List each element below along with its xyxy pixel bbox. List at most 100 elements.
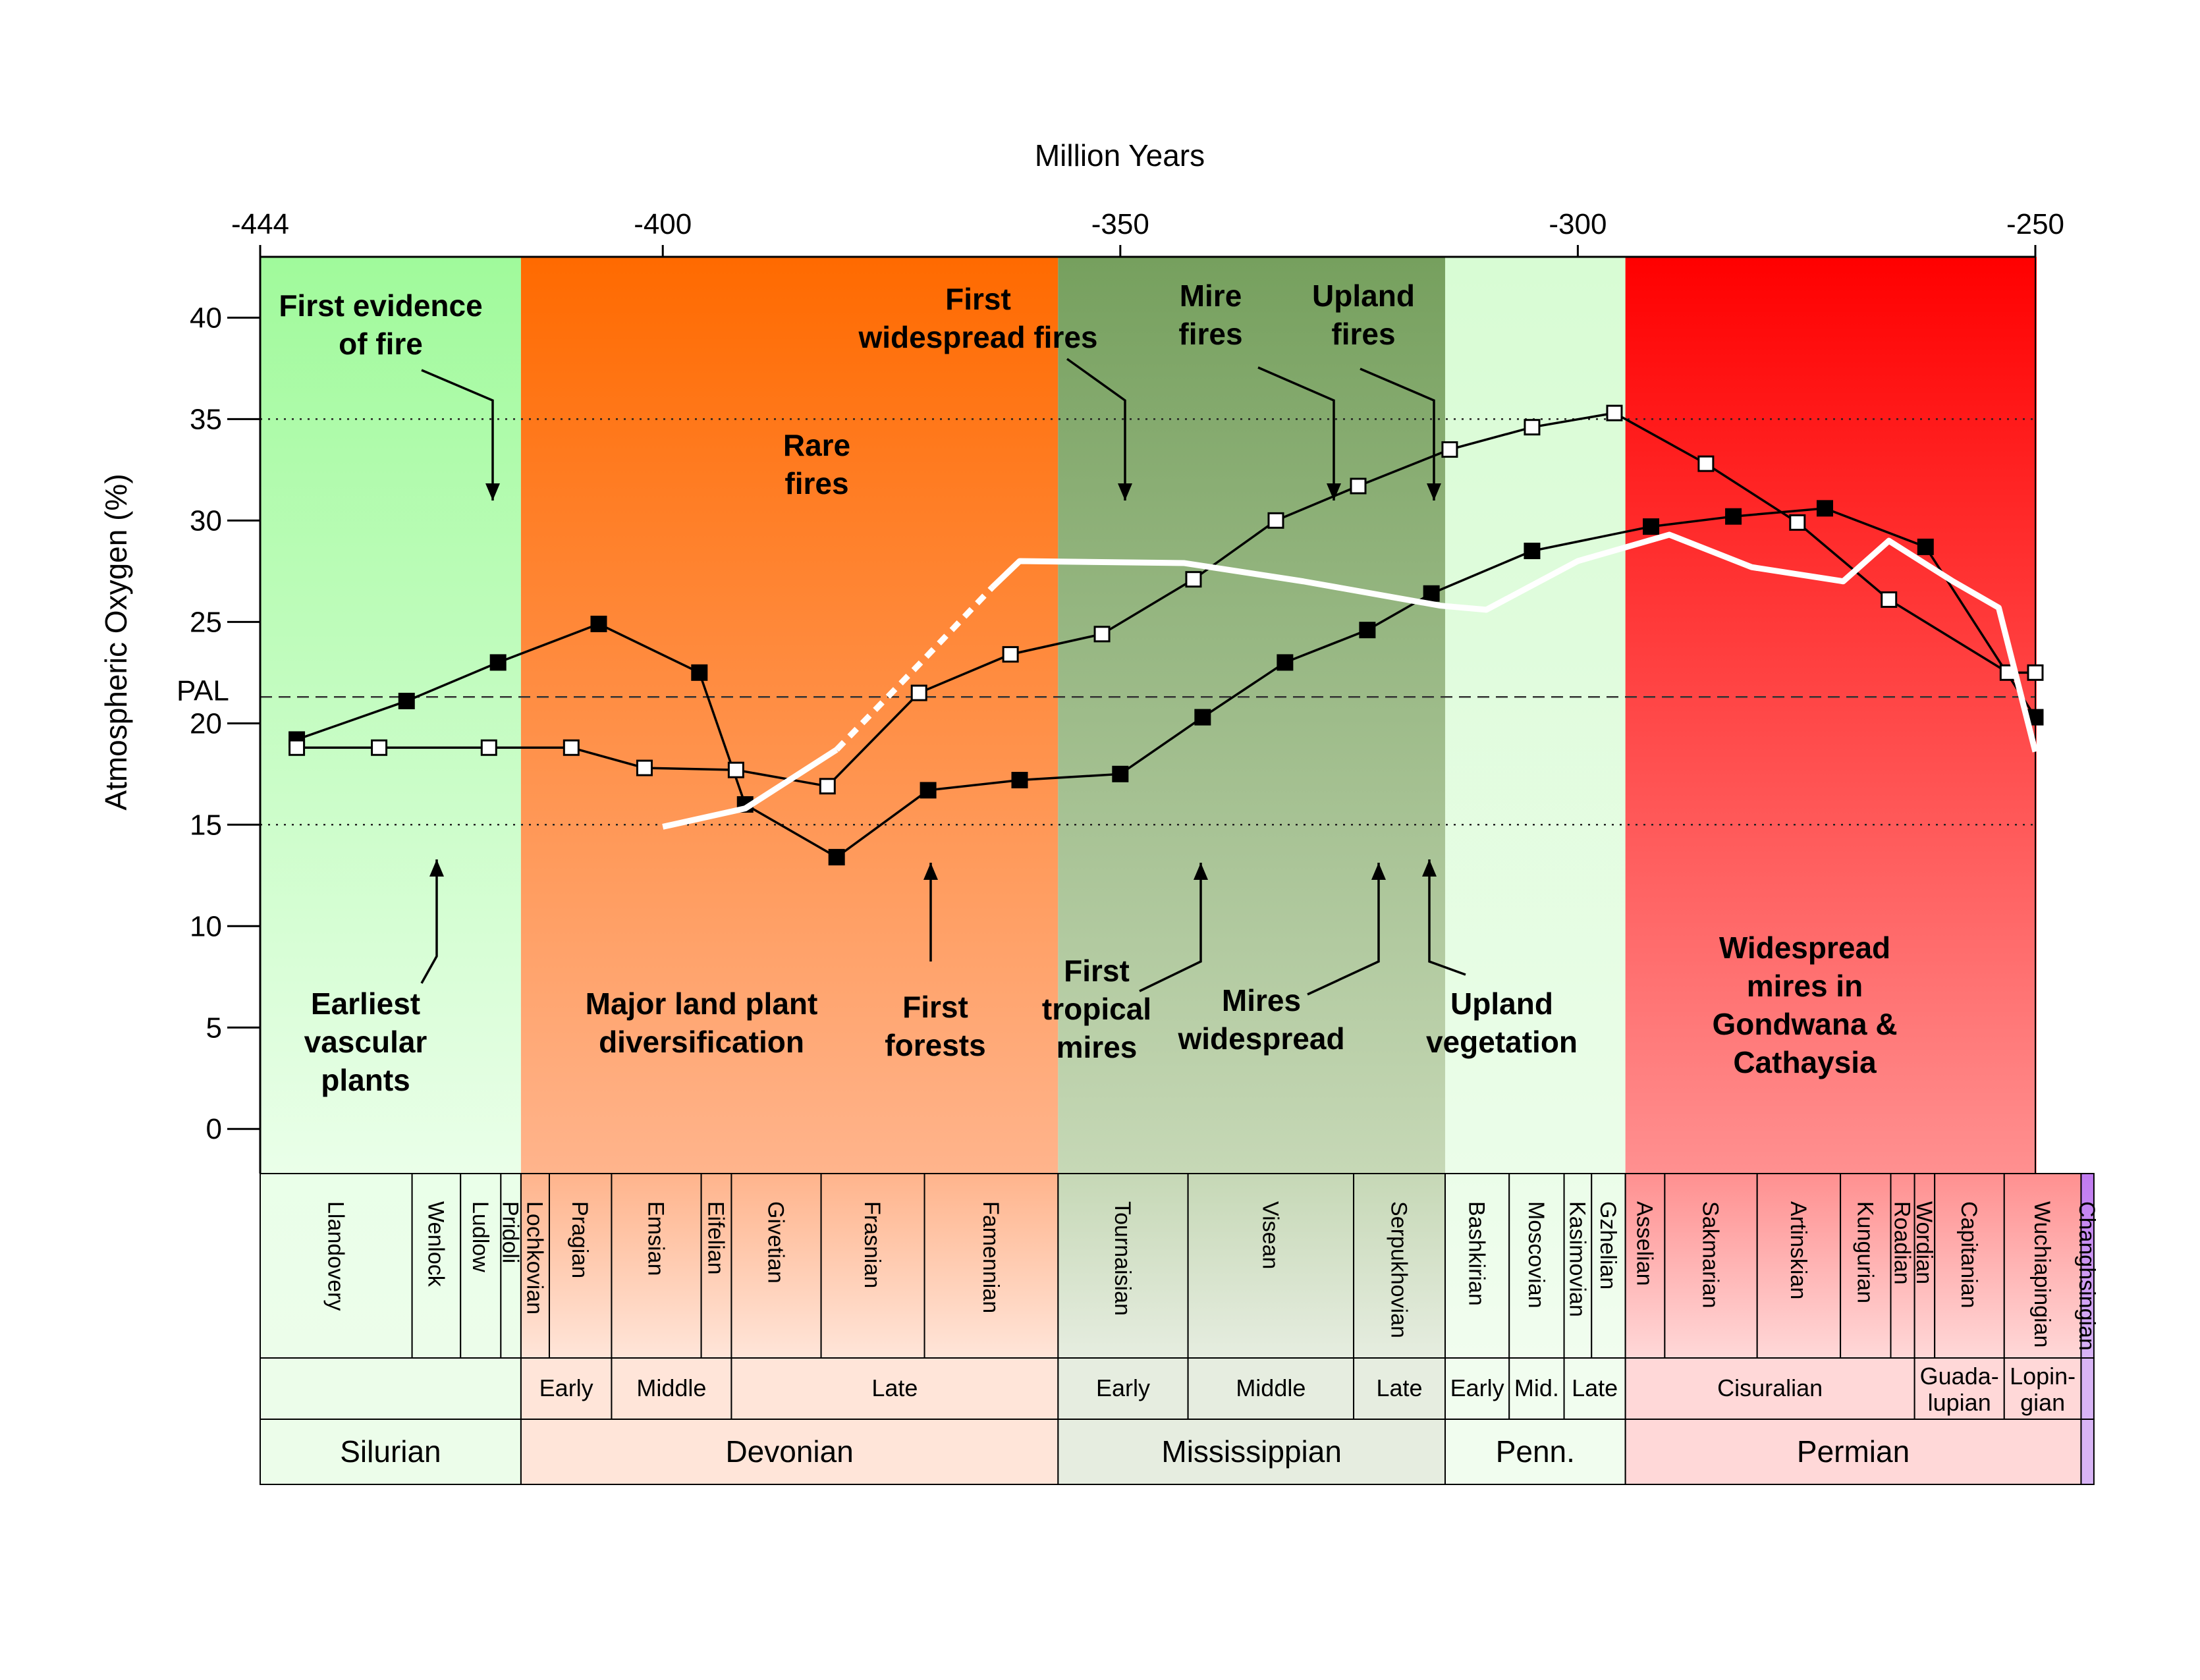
annotation-arrow <box>1360 367 1435 501</box>
background-bands <box>260 257 2037 1174</box>
x-tick-label: -300 <box>1549 208 1607 240</box>
annotation: First forests <box>885 863 986 1062</box>
arrow-head <box>1371 863 1386 880</box>
epoch-label: Late <box>871 1374 918 1401</box>
epoch-label: Middle <box>1236 1374 1306 1401</box>
stage-cell <box>411 1173 462 1359</box>
annotation-text: First tropical mires <box>1042 954 1151 1064</box>
stage-label: Wenlock <box>423 1201 448 1287</box>
epoch-label: Late <box>1376 1374 1422 1401</box>
filled-square-marker <box>1816 500 1833 517</box>
stage-label: Givetian <box>763 1201 788 1284</box>
filled-square-marker <box>828 849 845 866</box>
y-tick-label: 20 <box>190 707 222 740</box>
stage-label: Llandovery <box>323 1201 348 1311</box>
reference-line-label: PAL <box>177 674 229 707</box>
epoch-label: Guada-lupian <box>1920 1363 1999 1416</box>
epoch-cell <box>1624 1357 1915 1420</box>
epoch-label: Middle <box>636 1374 706 1401</box>
stage-cell <box>611 1173 702 1359</box>
period-cell <box>1057 1419 1446 1485</box>
filled-square-marker <box>489 654 507 671</box>
annotation-text: First evidence of fire <box>279 288 482 361</box>
annotation: Widespread mires in Gondwana & Cathaysia <box>1712 931 1897 1079</box>
stage-label: Wuchiapingian <box>2029 1201 2054 1347</box>
epoch-label: Mid. <box>1514 1374 1559 1401</box>
open-square-marker <box>819 778 836 795</box>
epoch-label: Early <box>1450 1374 1504 1401</box>
annotation: First widespread fires <box>858 282 1132 501</box>
open-square-marker <box>289 739 306 756</box>
filled-square-marker <box>590 615 607 632</box>
stage-label: Bashkirian <box>1464 1201 1489 1306</box>
filled-square-marker <box>1194 709 1211 726</box>
filled-square-marker <box>1917 538 1934 555</box>
stage-cell <box>2003 1173 2082 1359</box>
y-tick-label: 10 <box>190 910 222 942</box>
geologic-timescale: Llandovery Wenlock Ludlow PridoliLochkovian… <box>260 1173 2099 1485</box>
reference-lines: PAL <box>177 418 2035 826</box>
annotation-arrow <box>1066 358 1126 501</box>
period-band <box>260 257 521 1174</box>
open-square-marker <box>1789 514 1806 531</box>
stage-label: Serpukhovian <box>1387 1201 1412 1338</box>
stage-label: Capitanian <box>1956 1201 1981 1309</box>
annotation-text: First widespread fires <box>858 282 1097 354</box>
period-label: Devonian <box>725 1434 853 1469</box>
annotation-arrow <box>1139 863 1202 992</box>
filled-square-marker <box>1359 622 1376 639</box>
stage-cell <box>1508 1173 1565 1359</box>
stage-cell <box>923 1173 1059 1359</box>
epoch-label: Late <box>1572 1374 1618 1401</box>
stage-label: Famennian <box>978 1201 1003 1313</box>
stage-cell <box>500 1173 522 1359</box>
stage-cell <box>1187 1173 1355 1359</box>
stage-label: Visean <box>1257 1201 1282 1269</box>
period-label: Penn. <box>1496 1434 1575 1469</box>
filled-square-marker <box>398 692 415 709</box>
period-label: Silurian <box>340 1434 441 1469</box>
epoch-cell <box>2003 1357 2082 1420</box>
series-2 <box>289 404 2044 795</box>
period-band <box>1625 257 2037 1174</box>
annotation-arrow <box>421 369 494 501</box>
arrow-head <box>1427 483 1441 501</box>
stage-label: Kungurian <box>1852 1201 1877 1303</box>
open-square-marker <box>1606 404 1623 421</box>
stage-label: Frasnian <box>860 1201 885 1288</box>
stage-label: Pragian <box>567 1201 592 1278</box>
annotation-arrow <box>1428 859 1466 976</box>
series-line <box>296 507 2037 859</box>
filled-square-marker <box>1725 508 1742 525</box>
x-tick-label: -444 <box>231 208 289 240</box>
open-square-marker <box>1093 626 1111 643</box>
stage-cell <box>548 1173 613 1359</box>
period-cell <box>260 1419 522 1485</box>
annotation: First tropical mires <box>1042 863 1208 1064</box>
period-cell <box>520 1419 1059 1485</box>
stage-label: Emsian <box>644 1201 669 1276</box>
period-label: Mississippian <box>1161 1434 1342 1469</box>
open-square-marker <box>1267 512 1284 529</box>
arrow-head <box>429 859 444 877</box>
x-tick-label: -250 <box>2006 208 2064 240</box>
period-band <box>520 257 1059 1174</box>
annotation: Mires widespread <box>1177 863 1386 1056</box>
annotation-text: Upland vegetation <box>1426 987 1578 1059</box>
data-series <box>289 404 2044 866</box>
y-tick-label: 25 <box>190 606 222 638</box>
epoch-cell <box>1353 1357 1446 1420</box>
axes: -444 -400 -350 -300 -250 0 5 10 15 20 25 30 35 40 <box>190 208 2064 1174</box>
open-square-marker <box>1002 646 1019 663</box>
arrow-head <box>1194 863 1208 880</box>
open-square-marker <box>1524 419 1541 436</box>
annotation-arrow <box>1307 863 1380 996</box>
stage-label: Asselian <box>1632 1201 1657 1286</box>
open-square-marker <box>910 684 927 701</box>
y-tick-label: 15 <box>190 809 222 841</box>
annotation-text: Major land plant diversification <box>586 987 818 1059</box>
period-label: Permian <box>1797 1434 1910 1469</box>
series-1 <box>289 500 2044 866</box>
y-axis-title: Atmospheric Oxygen (%) <box>99 474 133 810</box>
stage-cell <box>1840 1173 1892 1359</box>
